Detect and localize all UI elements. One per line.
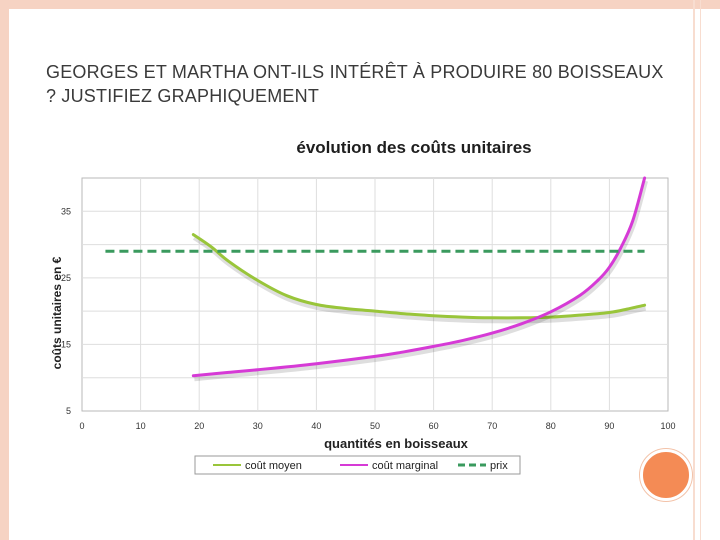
series-group — [105, 176, 649, 382]
x-tick-label: 50 — [370, 421, 380, 431]
x-tick-label: 0 — [79, 421, 84, 431]
x-tick-label: 20 — [194, 421, 204, 431]
x-tick-label: 90 — [604, 421, 614, 431]
x-tick-label: 40 — [311, 421, 321, 431]
legend-label: coût moyen — [245, 460, 302, 472]
slide-border-right-thin — [700, 0, 701, 540]
grid-lines — [82, 178, 668, 411]
y-axis-label: coûts unitaires en € — [50, 256, 64, 369]
y-tick-label: 25 — [61, 273, 71, 283]
chart-title: évolution des coûts unitaires — [296, 138, 531, 157]
y-tick-label: 35 — [61, 206, 71, 216]
series-line-coût-moyen — [191, 233, 647, 320]
y-tick-label: 5 — [66, 406, 71, 416]
legend-label: coût marginal — [372, 460, 438, 472]
slide-title: GEORGES ET MARTHA ONT-ILS INTÉRÊT À PROD… — [46, 62, 664, 106]
x-axis-label: quantités en boisseaux — [324, 436, 469, 451]
decorative-orange-circle — [640, 449, 692, 501]
series-shadow-coût-marginal — [194, 180, 649, 382]
y-tick-label: 15 — [61, 339, 71, 349]
x-tick-label: 70 — [487, 421, 497, 431]
legend-label: prix — [490, 460, 508, 472]
x-tick-label: 30 — [253, 421, 263, 431]
series-shadow-coût-moyen — [192, 235, 647, 324]
slide-border-left — [0, 0, 9, 540]
slide-border-top — [0, 0, 720, 9]
x-tick-label: 10 — [136, 421, 146, 431]
x-tick-label: 100 — [660, 421, 675, 431]
x-tick-label: 80 — [546, 421, 556, 431]
x-tick-label: 60 — [429, 421, 439, 431]
legend: coût moyen coût marginal prix — [194, 455, 521, 475]
slide-border-right — [693, 0, 695, 540]
series-line-coût-marginal — [191, 176, 647, 378]
axis-ticks: 0 10 20 30 40 50 60 70 80 90 100 5 15 25 35 — [61, 206, 676, 431]
